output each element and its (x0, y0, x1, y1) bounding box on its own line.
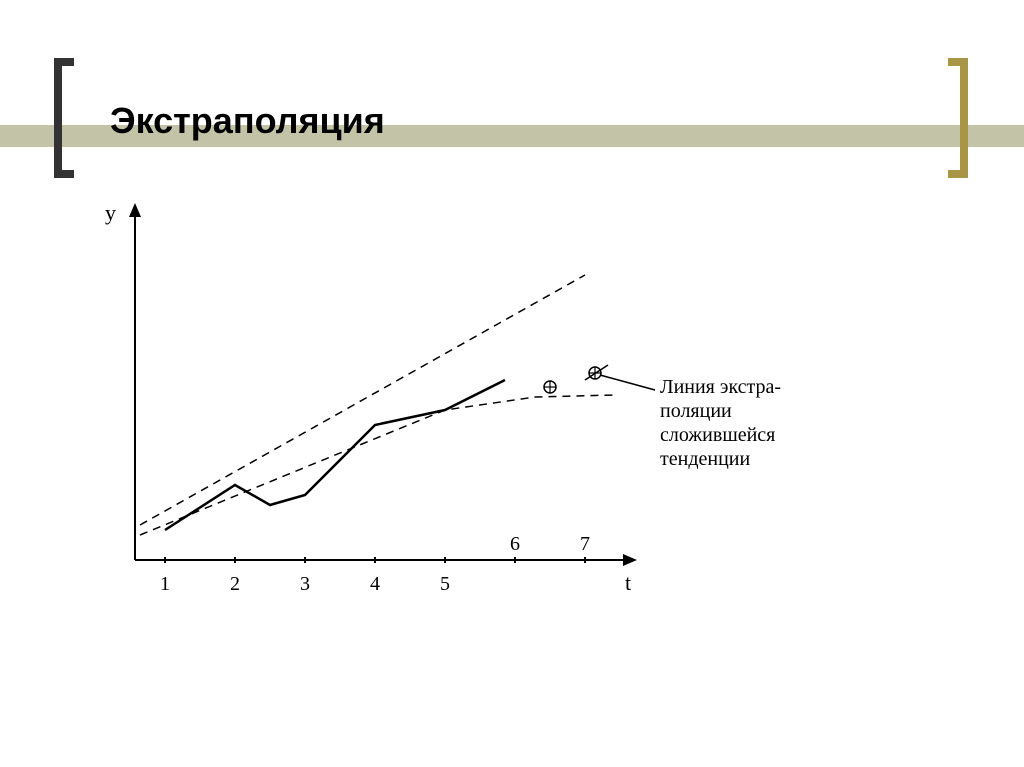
tick-7: 7 (580, 533, 590, 555)
annotation-text: Линия экстра- поляции сложившейся тенден… (660, 376, 786, 470)
marker-1 (544, 381, 556, 393)
tick-2: 2 (230, 573, 240, 595)
chart-svg: y t 1 2 3 4 5 6 7 (55, 195, 815, 625)
x-axis-arrow-icon (623, 554, 637, 566)
tick-5: 5 (440, 573, 450, 595)
slide-title: Экстраполяция (110, 100, 385, 142)
x-ticks: 1 2 3 4 5 6 7 (160, 533, 590, 595)
tick-1: 1 (160, 573, 170, 595)
x-axis-label: t (625, 570, 631, 595)
bracket-right-icon (948, 58, 968, 178)
extrapolation-chart: y t 1 2 3 4 5 6 7 (55, 195, 815, 625)
extrapolation-lower-line (140, 395, 615, 535)
annotation-leader (600, 375, 655, 390)
extrapolation-upper-line (140, 275, 585, 525)
marker-2 (585, 365, 608, 380)
tick-4: 4 (370, 573, 380, 595)
bracket-left-icon (54, 58, 74, 178)
tick-3: 3 (300, 573, 310, 595)
y-axis-label: y (105, 200, 116, 225)
y-axis-arrow-icon (129, 203, 141, 217)
tick-6: 6 (510, 533, 520, 555)
